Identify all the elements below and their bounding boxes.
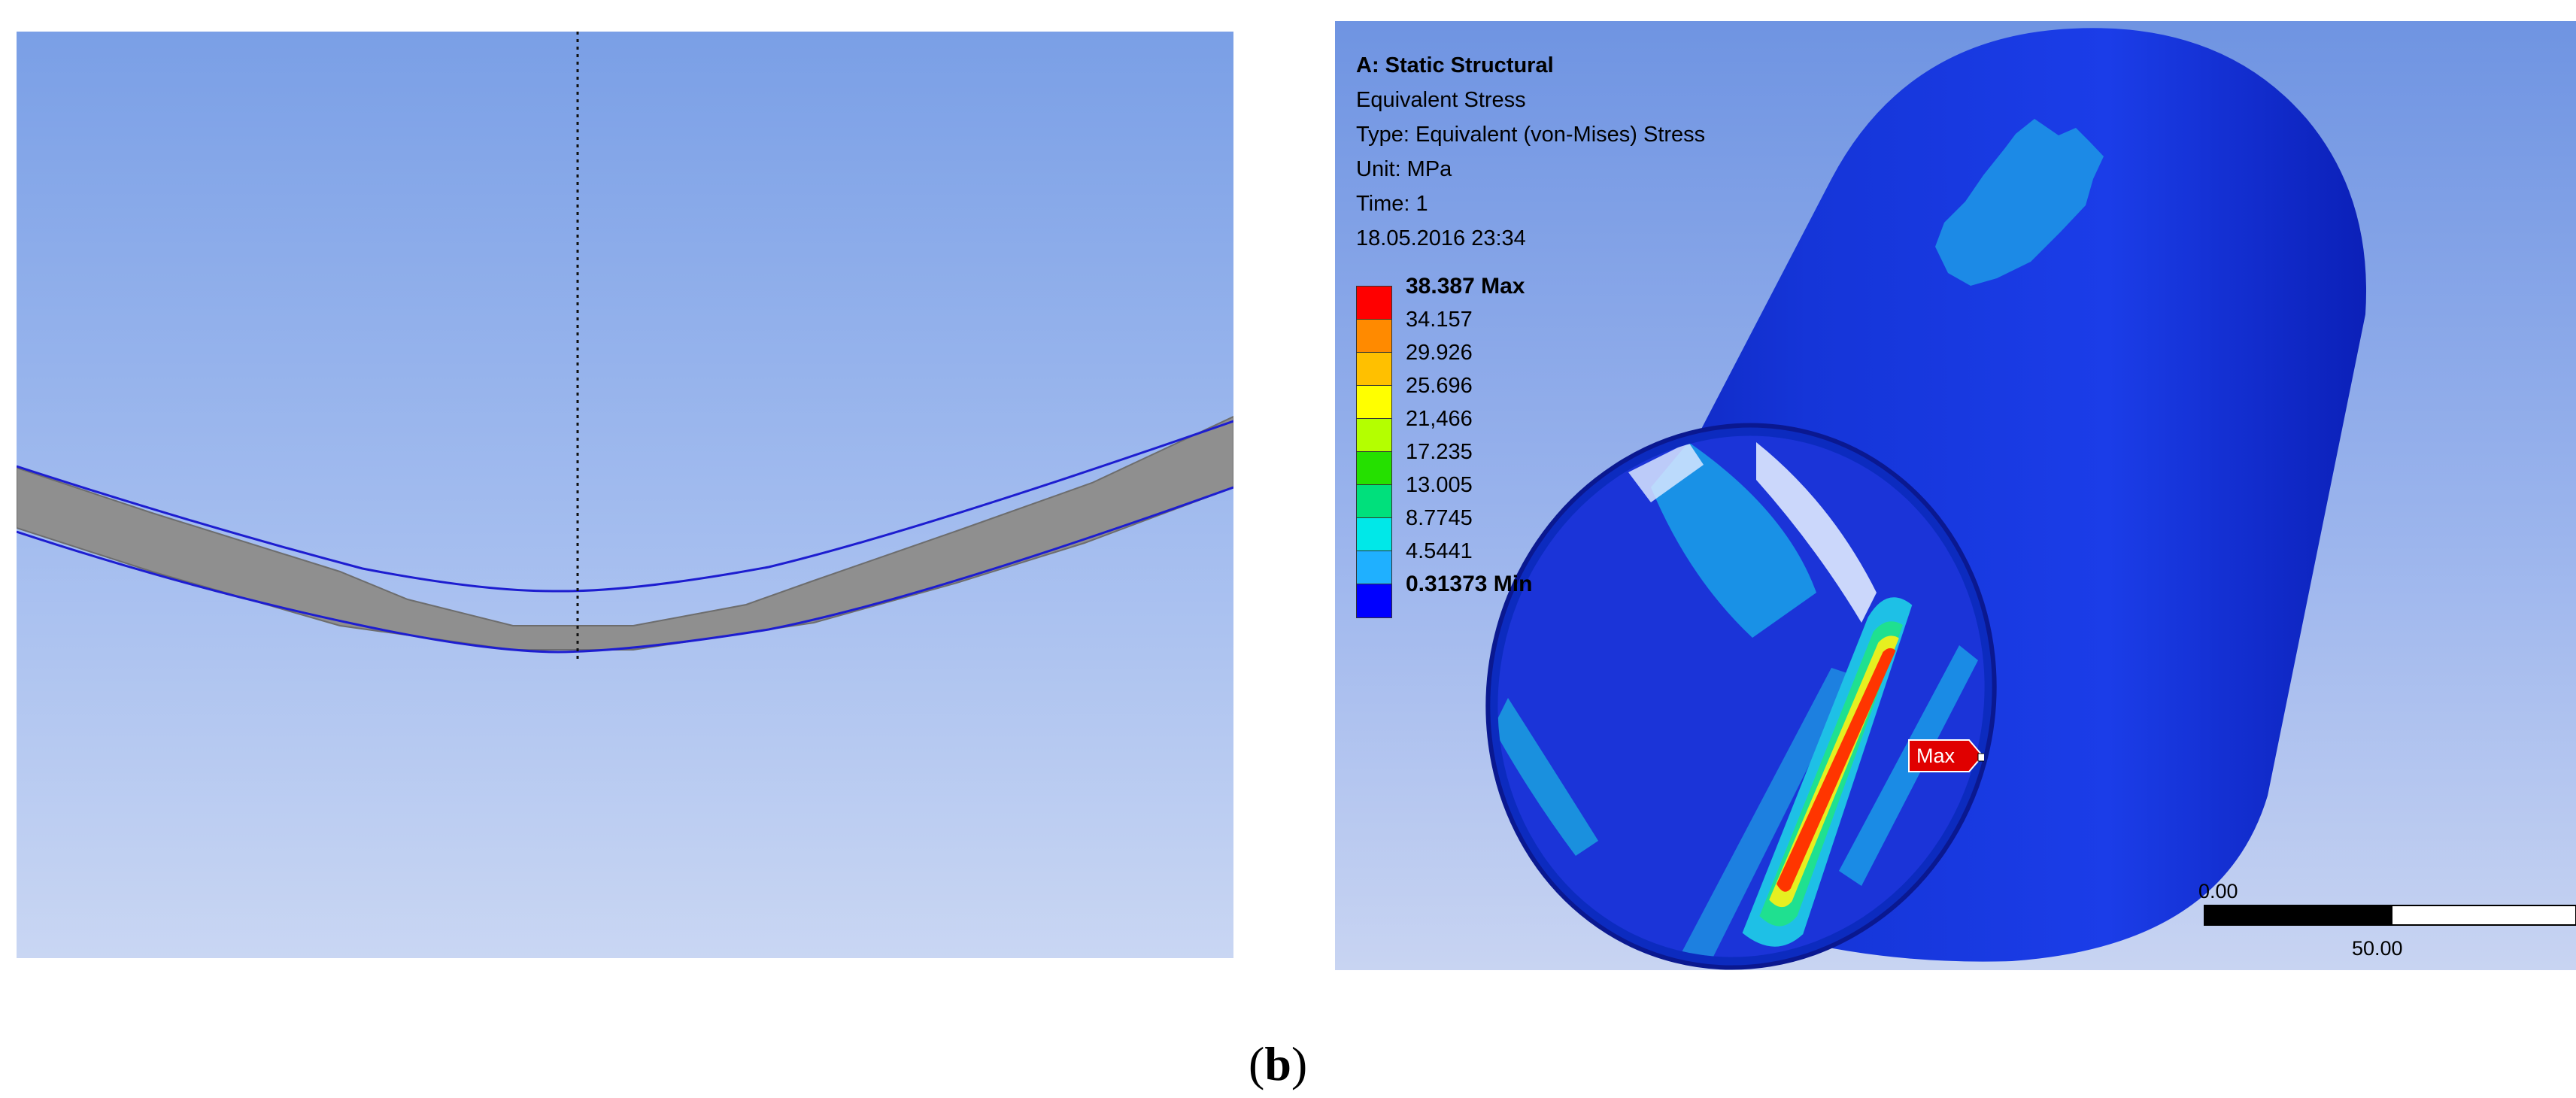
legend-value: 29.926 <box>1406 341 1473 365</box>
legend-swatch <box>1356 484 1392 519</box>
scale-bar-white <box>2392 905 2576 925</box>
max-probe-label: Max <box>1916 745 1956 767</box>
deformed-shell-band <box>17 415 1233 651</box>
end-rim-edge <box>1485 423 1997 970</box>
scale-bar-black <box>2204 905 2392 925</box>
result-type: Type: Equivalent (von-Mises) Stress <box>1356 123 1706 147</box>
max-probe-tag[interactable]: Max <box>1907 739 1984 773</box>
legend-swatch <box>1356 385 1392 420</box>
legend-value: 38.387 Max <box>1406 274 1525 299</box>
legend-swatch <box>1356 319 1392 353</box>
deformation-view[interactable] <box>17 32 1233 958</box>
legend-value: 21,466 <box>1406 407 1473 431</box>
legend-value: 34.157 <box>1406 308 1473 332</box>
stress-result-view[interactable]: A: Static Structural Equivalent Stress T… <box>1335 21 2576 970</box>
legend-value: 17.235 <box>1406 440 1473 464</box>
legend-value: 4.5441 <box>1406 539 1473 563</box>
analysis-title: A: Static Structural <box>1356 53 1554 77</box>
legend-swatch <box>1356 551 1392 585</box>
undeformed-outer-outline <box>17 486 1233 654</box>
legend-value: 8.7745 <box>1406 506 1473 530</box>
undeformed-inner-outline <box>17 420 1233 593</box>
legend-swatch <box>1356 451 1392 486</box>
figure-caption: (b) <box>1249 1037 1308 1090</box>
result-time: Time: 1 <box>1356 192 1428 216</box>
legend-value: 25.696 <box>1406 374 1473 398</box>
contact-patch <box>1935 119 2104 286</box>
legend-value: 0.31373 Min <box>1406 572 1533 596</box>
cylinder-contour-plot <box>1470 28 2576 970</box>
result-unit: Unit: MPa <box>1356 157 1452 181</box>
scale-bar-start-label: 0.00 <box>2198 880 2238 902</box>
result-timestamp: 18.05.2016 23:34 <box>1356 226 1526 250</box>
legend-swatch <box>1356 352 1392 387</box>
legend-swatch <box>1356 418 1392 453</box>
legend-swatch <box>1356 517 1392 552</box>
deformed-ring-drawing <box>17 32 1233 660</box>
legend-value: 13.005 <box>1406 473 1473 497</box>
scale-bar-end-label: 50.00 <box>2352 937 2403 960</box>
legend-swatch <box>1356 584 1392 618</box>
result-quantity: Equivalent Stress <box>1356 88 1526 112</box>
legend-swatch <box>1356 286 1392 320</box>
result-info: A: Static Structural Equivalent Stress T… <box>1356 48 1705 256</box>
caption-letter: b <box>1264 1037 1291 1090</box>
